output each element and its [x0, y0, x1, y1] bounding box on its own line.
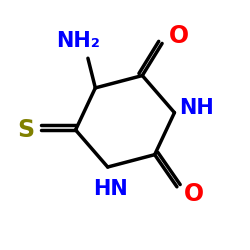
Text: O: O: [169, 24, 190, 48]
Text: S: S: [18, 118, 35, 142]
Text: O: O: [184, 182, 204, 206]
Text: NH₂: NH₂: [56, 31, 100, 51]
Text: NH: NH: [179, 98, 214, 118]
Text: HN: HN: [93, 179, 128, 199]
